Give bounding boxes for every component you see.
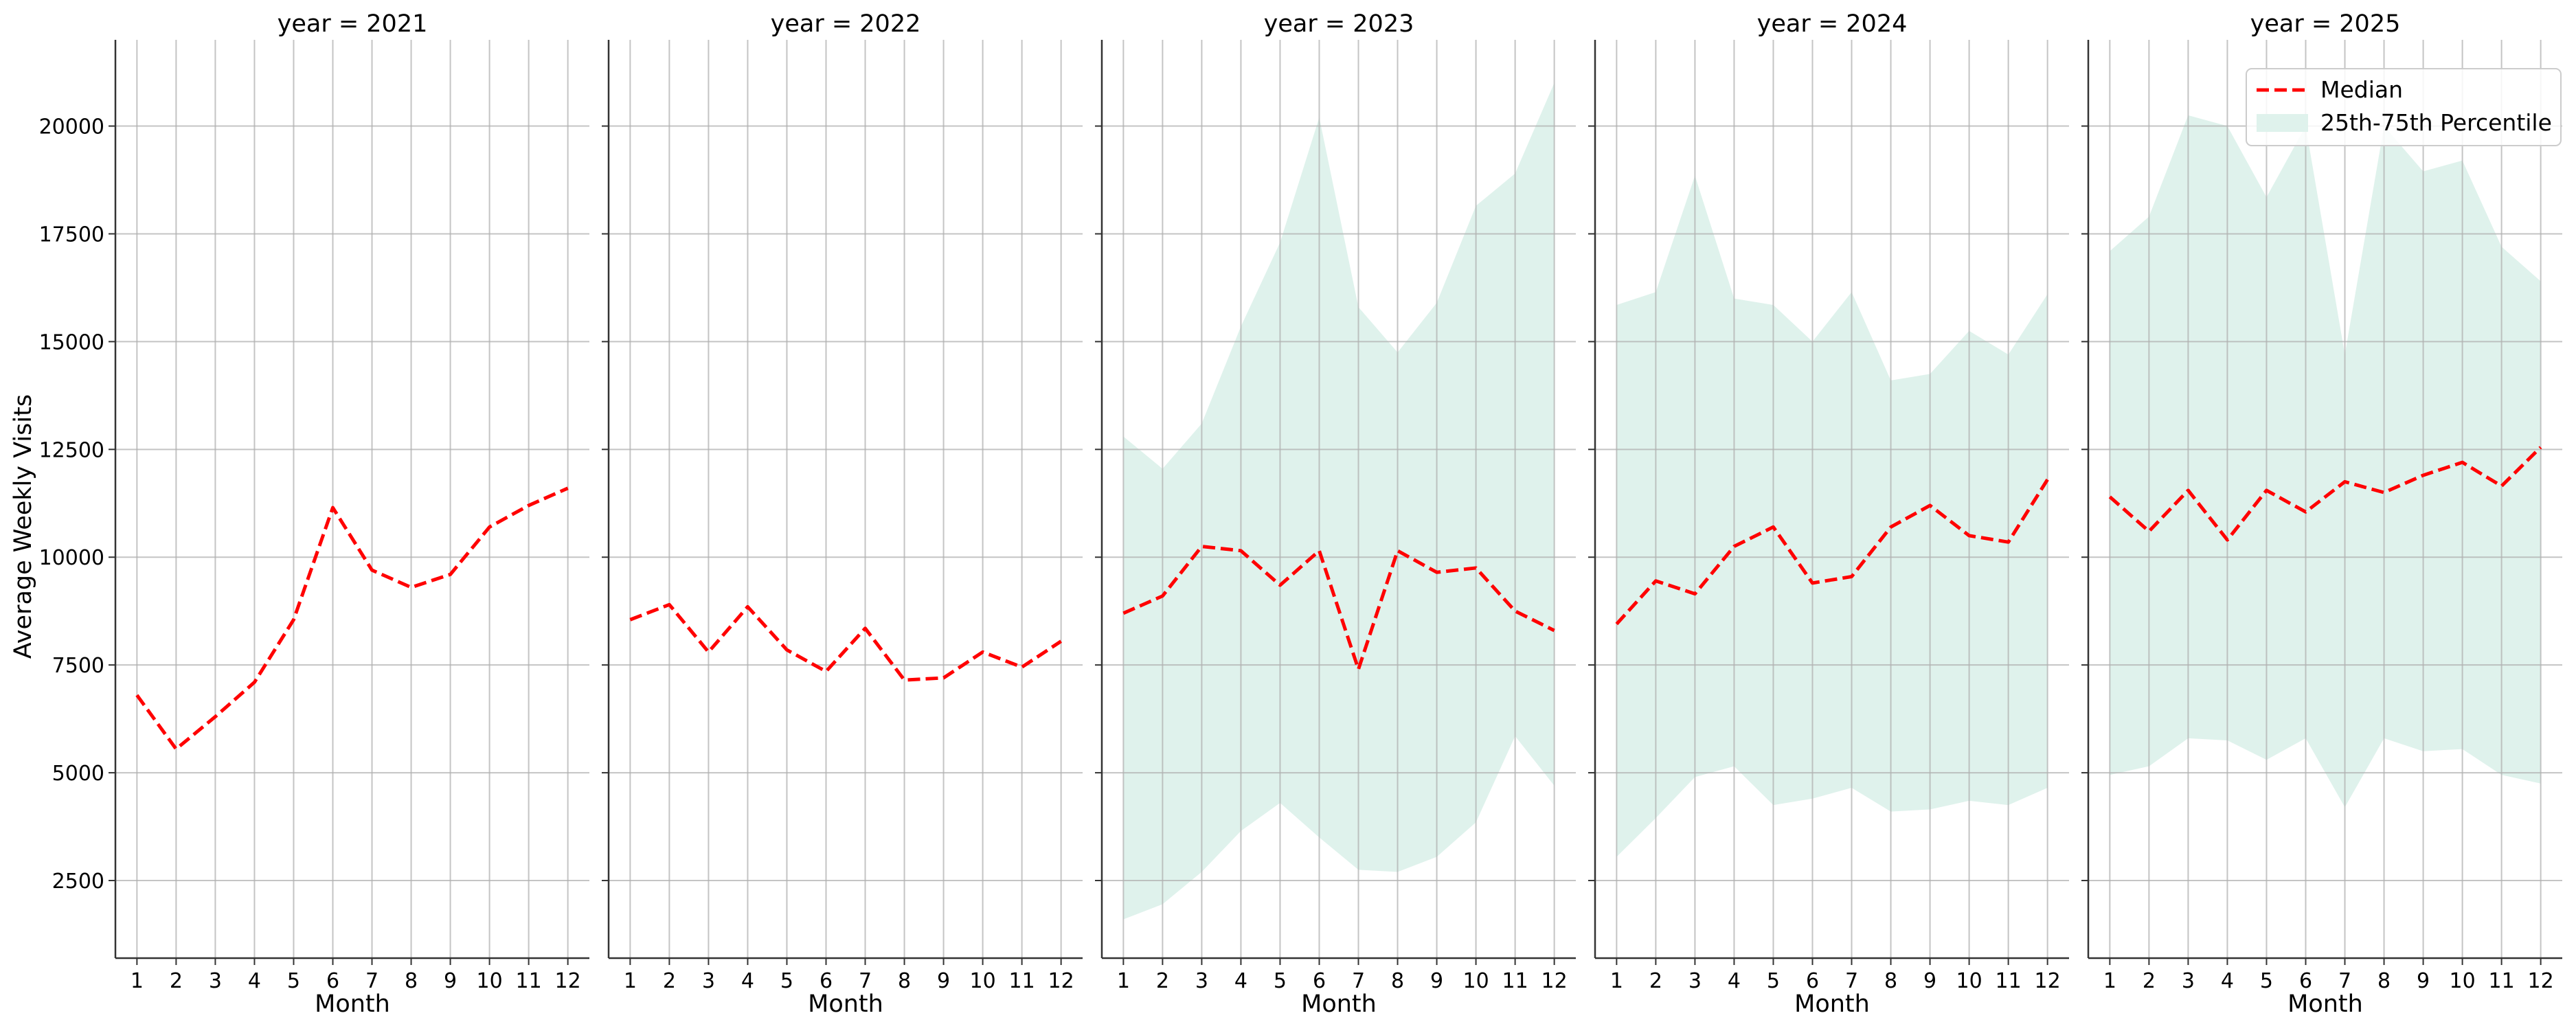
percentile-band [1616,175,2048,857]
median-line [1615,478,2049,626]
x-tick-label: 11 [1996,969,2022,993]
y-axis-label: Average Weekly Visits [10,394,37,659]
x-axis-label: Month [2287,990,2363,1018]
x-tick-label: 3 [1195,969,1208,993]
x-tick-label: 10 [476,969,502,993]
y-tick-label: 2500 [52,870,104,894]
x-tick-label: 11 [516,969,542,993]
x-tick-label: 11 [1009,969,1035,993]
x-tick-label: 2 [1649,969,1662,993]
x-tick-label: 5 [287,969,300,993]
x-tick-label: 9 [937,969,950,993]
x-tick-label: 10 [1462,969,1489,993]
panel-title: year = 2023 [1264,10,1414,38]
legend-box [2246,68,2562,146]
y-tick-label: 17500 [39,223,104,247]
x-tick-label: 2 [1156,969,1169,993]
y-tick-label: 12500 [39,438,104,462]
legend-label-median: Median [2320,76,2403,103]
y-tick-label: 5000 [52,762,104,786]
x-tick-label: 1 [624,969,637,993]
x-tick-label: 6 [1806,969,1819,993]
x-axis-label: Month [808,990,883,1018]
x-tick-label: 3 [1688,969,1702,993]
x-tick-label: 8 [1391,969,1404,993]
x-tick-label: 6 [1313,969,1326,993]
x-tick-label: 6 [2299,969,2312,993]
x-tick-label: 7 [859,969,872,993]
x-tick-label: 11 [1502,969,1528,993]
panel-1: 1 2 3 4 5 6 7 8 9 10 11 122500500075001000012500150… [39,10,589,1018]
x-tick-label: 7 [2338,969,2351,993]
y-tick-label: 10000 [39,546,104,570]
x-tick-label: 6 [326,969,339,993]
x-tick-label: 9 [1430,969,1443,993]
x-tick-label: 3 [2182,969,2195,993]
median-line [2108,446,2542,542]
x-tick-label: 10 [969,969,995,993]
x-tick-label: 8 [405,969,418,993]
x-tick-label: 4 [2221,969,2234,993]
x-tick-label: 9 [2417,969,2430,993]
x-tick-label: 12 [1541,969,1568,993]
x-tick-label: 2 [663,969,676,993]
panel-title: year = 2024 [1757,10,1908,38]
x-axis-label: Month [315,990,390,1018]
x-tick-label: 1 [1117,969,1130,993]
panel-title: year = 2025 [2250,10,2401,38]
x-tick-label: 7 [1845,969,1858,993]
x-tick-label: 1 [2103,969,2116,993]
x-tick-label: 5 [1767,969,1780,993]
median-line [629,602,1063,682]
panel-title: year = 2021 [278,10,428,38]
x-tick-label: 3 [702,969,715,993]
x-tick-label: 8 [1884,969,1897,993]
x-tick-label: 9 [444,969,457,993]
y-tick-label: 15000 [39,330,104,354]
x-tick-label: 12 [2035,969,2061,993]
x-tick-label: 6 [820,969,833,993]
x-tick-label: 10 [2449,969,2475,993]
x-tick-label: 5 [780,969,793,993]
median-line [1122,545,1555,671]
x-tick-label: 7 [1352,969,1365,993]
x-tick-label: 4 [1234,969,1247,993]
x-tick-label: 3 [209,969,222,993]
x-tick-label: 5 [2260,969,2273,993]
legend-label-band: 25th-75th Percentile [2320,109,2552,136]
panel-title: year = 2022 [771,10,921,38]
x-tick-label: 8 [2377,969,2391,993]
x-axis-label: Month [1301,990,1377,1018]
percentile-band [1123,82,1555,920]
percentile-band [2110,115,2541,808]
x-tick-label: 4 [741,969,754,993]
x-tick-label: 1 [131,969,144,993]
legend: Median 25th-75th Percentile [2246,68,2562,146]
x-tick-label: 4 [248,969,261,993]
x-tick-label: 11 [2489,969,2515,993]
x-tick-label: 2 [2143,969,2156,993]
x-tick-label: 5 [1274,969,1287,993]
x-tick-label: 12 [1048,969,1074,993]
x-tick-label: 10 [1956,969,1982,993]
x-axis-label: Month [1794,990,1870,1018]
x-tick-label: 9 [1923,969,1936,993]
x-tick-label: 12 [2528,969,2554,993]
y-tick-label: 7500 [52,654,104,678]
x-tick-label: 2 [170,969,183,993]
x-tick-label: 12 [555,969,581,993]
median-line [135,486,569,751]
x-tick-label: 1 [1610,969,1623,993]
x-tick-label: 7 [365,969,379,993]
legend-swatch-band [2257,114,2308,132]
x-tick-label: 8 [898,969,911,993]
x-tick-label: 4 [1728,969,1741,993]
y-tick-label: 20000 [39,115,104,139]
